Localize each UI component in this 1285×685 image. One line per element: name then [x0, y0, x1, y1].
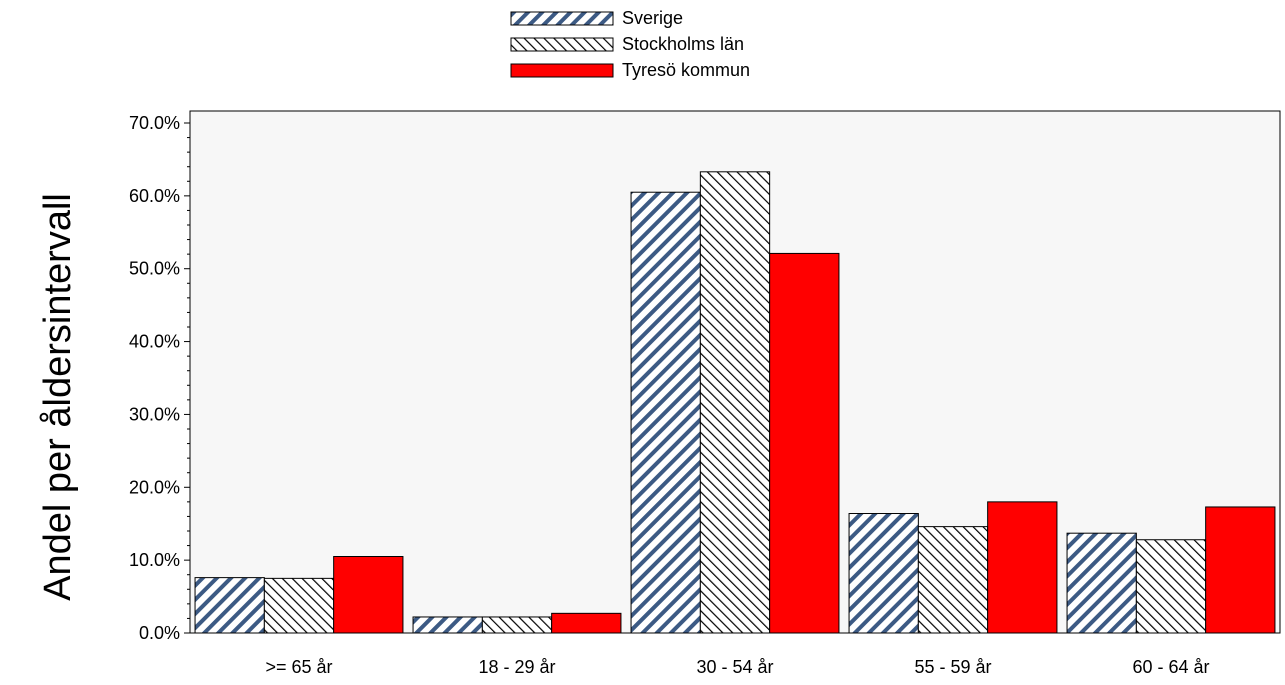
x-tick-label: 30 - 54 år	[696, 657, 773, 677]
legend-swatch	[510, 37, 614, 52]
y-tick-label: 10.0%	[129, 550, 180, 570]
y-tick-label: 50.0%	[129, 259, 180, 279]
bar	[630, 191, 701, 634]
bar	[194, 577, 265, 634]
bar	[917, 526, 989, 634]
bar	[699, 171, 771, 634]
x-tick-label: >= 65 år	[265, 657, 332, 677]
legend-label: Sverige	[622, 8, 683, 28]
x-tick-label: 55 - 59 år	[914, 657, 991, 677]
bar	[987, 501, 1058, 634]
legend-swatch	[510, 63, 614, 78]
bar	[412, 616, 483, 634]
x-axis: >= 65 år 18 - 29 år 30 - 54 år 55 - 59 år 60…	[265, 657, 1209, 677]
x-tick-label: 18 - 29 år	[478, 657, 555, 677]
legend: Sverige Stockholms län Tyresö kommun	[510, 8, 750, 80]
y-tick-label: 60.0%	[129, 186, 180, 206]
bar	[551, 612, 622, 634]
bars	[194, 171, 1276, 634]
y-tick-label: 70.0%	[129, 113, 180, 133]
bar	[1135, 539, 1207, 634]
legend-label: Stockholms län	[622, 34, 744, 54]
y-axis: 0.0% 10.0% 20.0% 30.0% 40.0% 50.0% 60.0% 70.0%	[129, 113, 190, 643]
x-tick-label: 60 - 64 år	[1132, 657, 1209, 677]
legend-label: Tyresö kommun	[622, 60, 750, 80]
bar	[263, 577, 335, 634]
y-tick-label: 0.0%	[139, 623, 180, 643]
y-tick-label: 30.0%	[129, 404, 180, 424]
bar	[848, 513, 919, 634]
y-axis-title: Andel per åldersintervall	[37, 193, 79, 601]
bar	[333, 556, 404, 634]
bar	[769, 252, 840, 634]
legend-swatch	[510, 11, 614, 26]
y-tick-label: 40.0%	[129, 332, 180, 352]
y-tick-label: 20.0%	[129, 477, 180, 497]
bar	[481, 616, 553, 634]
bar	[1205, 506, 1276, 634]
bar	[1066, 532, 1137, 634]
